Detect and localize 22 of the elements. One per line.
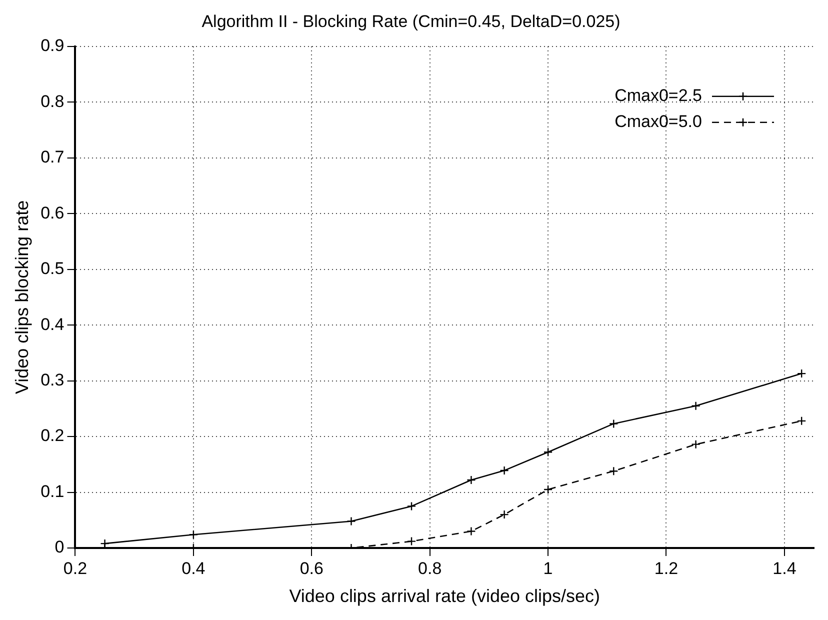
x-tick-label: 0.6 <box>300 558 324 578</box>
y-tick-label: 0.2 <box>40 426 64 446</box>
x-tick-label: 1 <box>543 558 553 578</box>
x-tick-label: 1.4 <box>772 558 796 578</box>
x-axis-title: Video clips arrival rate (video clips/sec) <box>289 586 600 606</box>
chart-title: Algorithm II - Blocking Rate (Cmin=0.45, DeltaD=0.025) <box>202 12 620 31</box>
y-tick-label: 0.6 <box>40 203 64 222</box>
y-tick-label: 0.1 <box>40 482 64 501</box>
y-axis-title: Video clips blocking rate <box>12 200 32 394</box>
legend-label: Cmax0=2.5 <box>614 86 702 106</box>
y-tick-label: 0.5 <box>40 259 64 278</box>
x-tick-label: 1.2 <box>654 558 678 578</box>
y-tick-label: 0 <box>54 538 64 557</box>
legend-label: Cmax0=5.0 <box>614 112 702 132</box>
x-tick-label: 0.4 <box>182 558 206 578</box>
y-tick-label: 0.3 <box>40 370 64 390</box>
y-tick-label: 0.9 <box>40 36 64 56</box>
y-tick-label: 0.8 <box>40 92 64 111</box>
x-tick-label: 0.2 <box>63 558 88 578</box>
y-tick-label: 0.7 <box>40 148 64 167</box>
x-tick-label: 0.8 <box>418 558 442 578</box>
y-tick-label: 0.4 <box>40 314 64 334</box>
